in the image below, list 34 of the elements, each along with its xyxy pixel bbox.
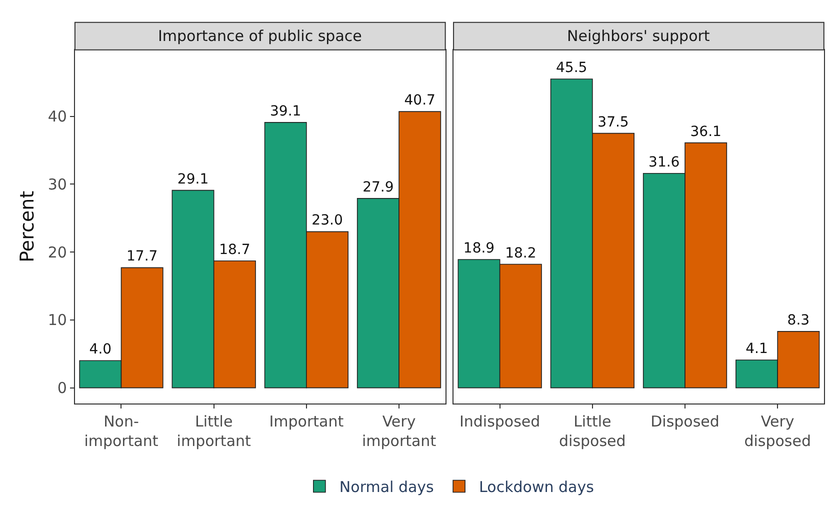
legend-label: Lockdown days xyxy=(479,478,594,496)
data-label: 29.1 xyxy=(177,171,209,188)
x-tick-label: Important xyxy=(269,412,344,430)
data-label: 36.1 xyxy=(690,124,722,140)
data-label: 8.3 xyxy=(787,312,810,328)
legend-label: Normal days xyxy=(339,478,434,496)
data-label: 18.9 xyxy=(463,240,495,257)
data-label: 39.1 xyxy=(270,103,302,120)
y-tick-label: 40 xyxy=(48,108,67,126)
x-tick-label: Indisposed xyxy=(459,412,540,430)
x-tick-label: Disposed xyxy=(650,412,720,430)
data-label: 45.5 xyxy=(556,60,588,76)
y-tick-label: 20 xyxy=(48,243,67,262)
y-tick-label: 30 xyxy=(48,175,67,194)
data-label: 37.5 xyxy=(598,114,629,130)
data-label: 31.6 xyxy=(648,154,680,170)
data-label: 27.9 xyxy=(362,179,394,196)
x-tick-label: Little important xyxy=(176,412,252,450)
y-tick-label: 0 xyxy=(57,379,67,398)
data-label: 17.7 xyxy=(126,248,158,265)
x-tick-label: Little disposed xyxy=(559,412,626,450)
data-label: 40.7 xyxy=(404,92,436,109)
x-tick-label: Very disposed xyxy=(744,412,811,450)
x-tick-label: Very important xyxy=(362,412,436,450)
data-label: 18.2 xyxy=(505,245,536,262)
data-label: 23.0 xyxy=(312,212,343,229)
y-tick-label: 10 xyxy=(48,311,67,330)
y-axis-title: Percent xyxy=(16,190,39,262)
data-label: 4.1 xyxy=(746,340,768,357)
data-label: 18.7 xyxy=(219,242,250,258)
chart-title: Importance of public space xyxy=(158,27,362,45)
x-tick-label: Non-important xyxy=(84,412,158,450)
data-label: 4.0 xyxy=(89,342,112,358)
chart-title: Neighbors' support xyxy=(567,27,710,45)
